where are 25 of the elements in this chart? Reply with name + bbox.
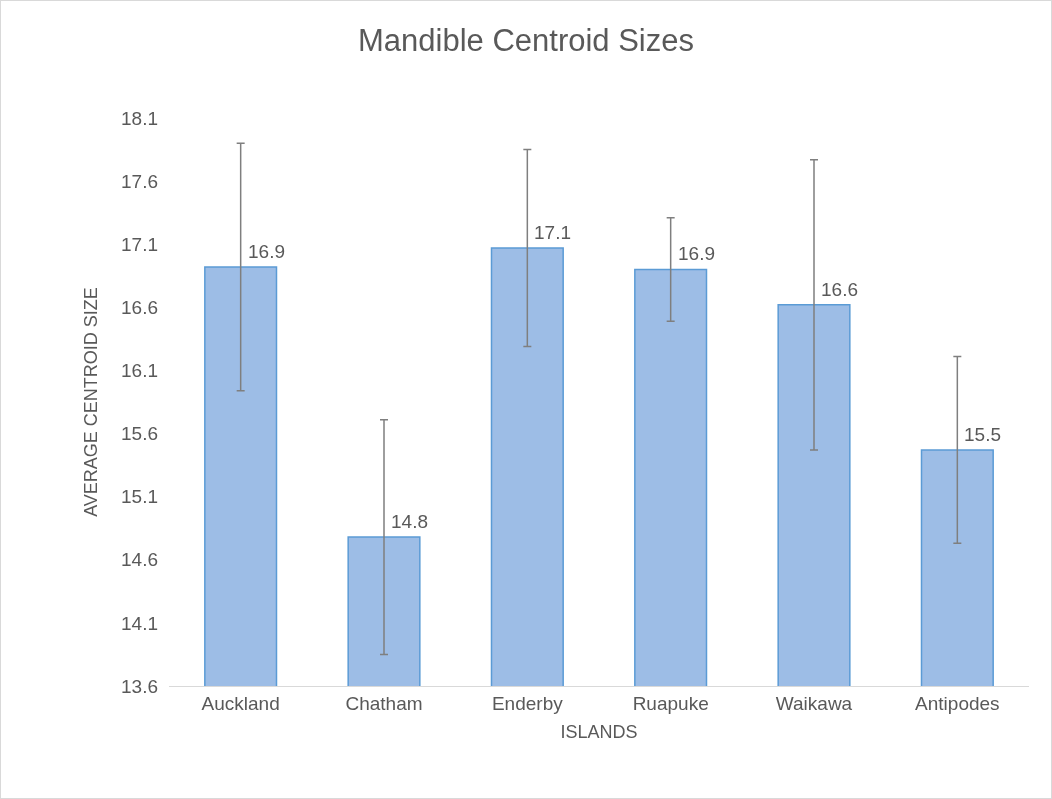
y-tick-label: 17.1 <box>121 233 158 255</box>
y-tick-label: 14.6 <box>121 549 158 571</box>
data-label: 14.8 <box>391 511 428 532</box>
y-tick-label: 15.1 <box>121 486 158 508</box>
y-tick-label: 13.6 <box>121 675 158 697</box>
y-tick-label: 17.6 <box>121 170 158 192</box>
x-tick-label: Ruapuke <box>632 692 709 714</box>
y-tick-label: 16.6 <box>121 296 158 318</box>
x-tick-label: Antipodes <box>915 692 1000 714</box>
data-label: 15.5 <box>964 424 1001 445</box>
data-label: 16.9 <box>248 241 285 262</box>
x-tick-label: Enderby <box>491 692 564 714</box>
y-tick-label: 15.6 <box>121 423 158 445</box>
x-tick-label: Chatham <box>345 692 423 714</box>
data-label: 16.9 <box>678 243 715 264</box>
data-label: 16.6 <box>821 279 858 300</box>
x-tick-label: Waikawa <box>775 692 853 714</box>
x-axis-title: ISLANDS <box>560 721 638 742</box>
x-tick-label: Auckland <box>201 692 280 714</box>
y-tick-label: 14.1 <box>121 612 158 634</box>
y-tick-label: 18.1 <box>121 107 158 129</box>
y-tick-label: 16.1 <box>121 360 158 382</box>
data-label: 17.1 <box>534 222 571 243</box>
y-axis-title: AVERAGE CENTROID SIZE <box>81 287 102 517</box>
chart-title: Mandible Centroid Sizes <box>357 22 695 58</box>
